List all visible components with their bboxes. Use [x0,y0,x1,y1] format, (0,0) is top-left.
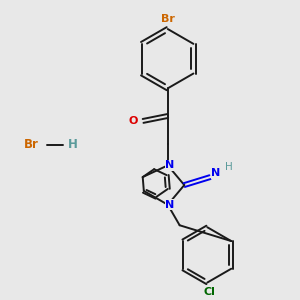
Text: H: H [68,138,78,151]
Text: H: H [225,162,232,172]
Text: N: N [165,200,174,210]
Text: Br: Br [24,138,39,151]
Text: O: O [128,116,138,126]
Text: N: N [211,168,220,178]
Text: Br: Br [161,14,175,24]
Text: N: N [165,160,174,170]
Text: Cl: Cl [203,287,215,297]
